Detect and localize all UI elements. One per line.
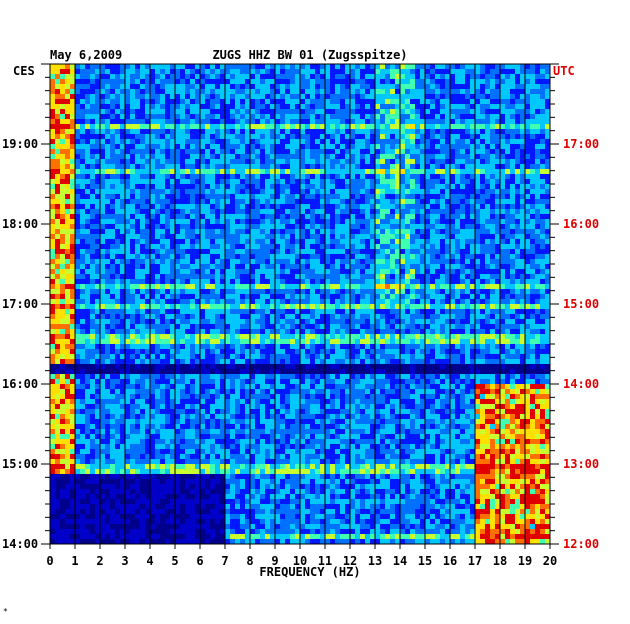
right-time-label: 17:00	[563, 137, 599, 151]
x-tick-label-13: 13	[368, 554, 382, 568]
chart-date: May 6,2009	[50, 48, 122, 62]
x-tick-label-2: 2	[96, 554, 103, 568]
x-tick-label-20: 20	[543, 554, 557, 568]
x-tick-label-12: 12	[343, 554, 357, 568]
x-tick-label-18: 18	[493, 554, 507, 568]
left-time-label: 18:00	[2, 217, 38, 231]
left-time-label: 19:00	[2, 137, 38, 151]
x-tick-label-19: 19	[518, 554, 532, 568]
x-tick-label-1: 1	[71, 554, 78, 568]
left-timezone-label: CES	[13, 64, 35, 78]
left-time-label: 14:00	[2, 537, 38, 551]
x-tick-label-8: 8	[246, 554, 253, 568]
right-time-label: 16:00	[563, 217, 599, 231]
x-tick-label-5: 5	[171, 554, 178, 568]
left-time-label: 17:00	[2, 297, 38, 311]
x-tick-label-6: 6	[196, 554, 203, 568]
right-time-label: 13:00	[563, 457, 599, 471]
x-tick-label-7: 7	[221, 554, 228, 568]
left-time-label: 16:00	[2, 377, 38, 391]
x-tick-label-17: 17	[468, 554, 482, 568]
x-tick-label-4: 4	[146, 554, 153, 568]
x-tick-label-9: 9	[271, 554, 278, 568]
chart-title: ZUGS HHZ BW 01 (Zugsspitze)	[212, 48, 407, 62]
x-axis-label: FREQUENCY (HZ)	[259, 565, 360, 579]
x-tick-label-3: 3	[121, 554, 128, 568]
right-time-label: 12:00	[563, 537, 599, 551]
right-time-label: 14:00	[563, 377, 599, 391]
x-tick-label-14: 14	[393, 554, 407, 568]
x-tick-label-0: 0	[46, 554, 53, 568]
frequency-axis-ticks: 0 1 2 3 4 5 6 7 8 9 10 11 12 13 14 15 16 17 18 19 20	[46, 544, 557, 568]
time-axis-ticks: 19:00 17:00 18:00 16:00 17:00 15:00 16:00 14:00…	[2, 63, 599, 551]
x-tick-label-11: 11	[318, 554, 332, 568]
right-timezone-label: UTC	[553, 64, 575, 78]
right-time-label: 15:00	[563, 297, 599, 311]
left-time-label: 15:00	[2, 457, 38, 471]
frequency-gridlines	[74, 64, 526, 544]
x-tick-label-10: 10	[293, 554, 307, 568]
x-tick-label-15: 15	[418, 554, 432, 568]
x-tick-label-16: 16	[443, 554, 457, 568]
footer-mark: *	[3, 607, 8, 616]
spectrogram-plot-area	[50, 64, 551, 545]
